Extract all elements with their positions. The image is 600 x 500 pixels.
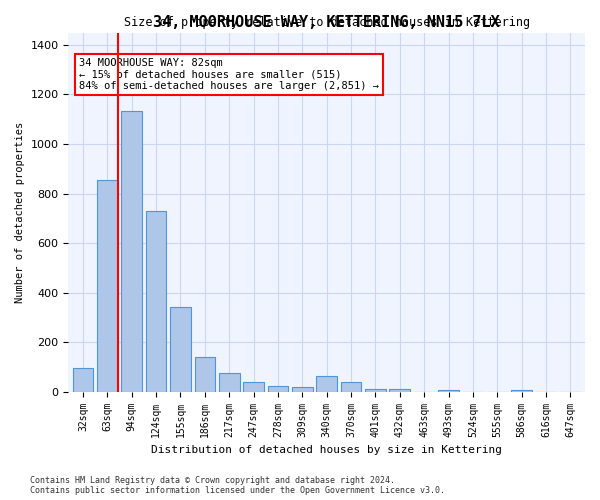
Bar — [511, 390, 532, 392]
Bar — [121, 110, 142, 392]
Text: Size of property relative to detached houses in Kettering: Size of property relative to detached ho… — [124, 16, 530, 29]
Bar — [268, 386, 289, 392]
X-axis label: Distribution of detached houses by size in Kettering: Distribution of detached houses by size … — [151, 445, 502, 455]
Text: 34 MOORHOUSE WAY: 82sqm
← 15% of detached houses are smaller (515)
84% of semi-d: 34 MOORHOUSE WAY: 82sqm ← 15% of detache… — [79, 58, 379, 91]
Bar — [73, 368, 94, 392]
Bar — [292, 386, 313, 392]
Text: Contains HM Land Registry data © Crown copyright and database right 2024.
Contai: Contains HM Land Registry data © Crown c… — [30, 476, 445, 495]
Y-axis label: Number of detached properties: Number of detached properties — [15, 122, 25, 302]
Bar — [146, 211, 166, 392]
Bar — [365, 389, 386, 392]
Bar — [389, 389, 410, 392]
Bar — [97, 180, 118, 392]
Bar — [341, 382, 361, 392]
Bar — [438, 390, 459, 392]
Bar — [170, 308, 191, 392]
Bar — [243, 382, 264, 392]
Bar — [316, 376, 337, 392]
Title: 34, MOORHOUSE WAY, KETTERING, NN15 7LX: 34, MOORHOUSE WAY, KETTERING, NN15 7LX — [154, 15, 500, 30]
Bar — [219, 373, 239, 392]
Bar — [194, 357, 215, 392]
